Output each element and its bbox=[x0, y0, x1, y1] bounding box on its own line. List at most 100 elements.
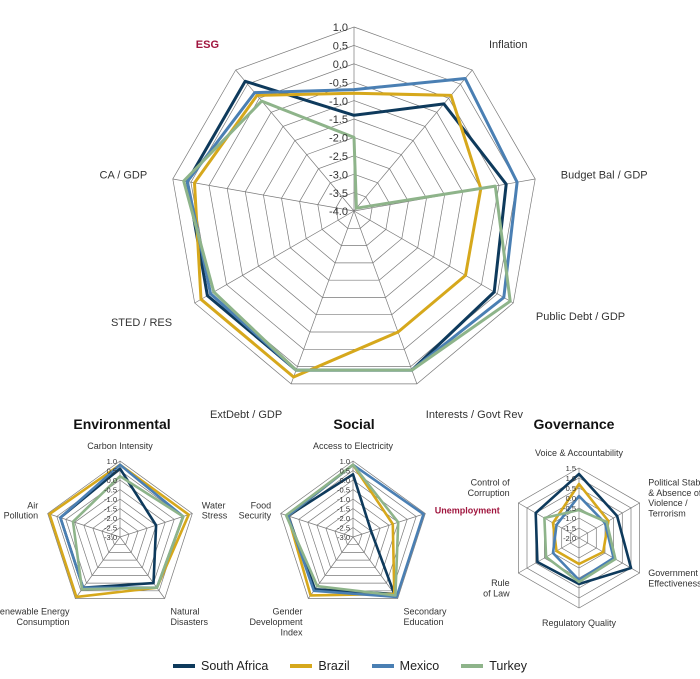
legend-item-south-africa: South Africa bbox=[172, 659, 268, 673]
radar-social-tick-label: -1.5 bbox=[337, 504, 350, 513]
radar-environmental-series-brazil bbox=[48, 463, 190, 599]
axis-label-line: ESG bbox=[196, 39, 219, 51]
radar-main-spoke bbox=[194, 210, 355, 304]
radar-governance-axis-label-rule-of-law: Rule of Law bbox=[483, 578, 510, 598]
radar-environmental-tick-label: -3.0 bbox=[104, 533, 117, 542]
radar-main-axis-label-sted-res: STED / RES bbox=[111, 317, 172, 329]
radar-social-spoke bbox=[352, 536, 398, 599]
axis-label-line: Carbon Intensity bbox=[87, 441, 153, 451]
radar-environmental-axis-label-renewable-energy-consumption: Renewable Energy Consumption bbox=[0, 607, 70, 627]
radar-social-grid-ring bbox=[307, 489, 399, 576]
legend-swatch-brazil bbox=[290, 664, 313, 668]
radar-social-tick-label: -0.5 bbox=[337, 485, 350, 494]
axis-label-line: Pollution bbox=[4, 511, 39, 521]
axis-label-line: Violence / bbox=[648, 498, 688, 508]
radar-social-spoke bbox=[280, 513, 354, 538]
axis-label-line: Natural bbox=[171, 607, 200, 617]
radar-environmental-grid-ring bbox=[110, 527, 130, 546]
radar-main-grid-ring bbox=[299, 155, 409, 264]
radar-environmental-tick-label: -2.0 bbox=[104, 514, 117, 523]
legend-item-brazil: Brazil bbox=[290, 659, 350, 673]
radar-social-axis-label-secondary-education: Secondary Education bbox=[404, 607, 448, 627]
axis-label-line: Gender bbox=[272, 607, 302, 617]
radar-main-grid-ring bbox=[263, 118, 445, 298]
axis-label-line: Rule bbox=[491, 578, 510, 588]
radar-main-tick-label: -3.5 bbox=[329, 188, 348, 200]
radar-social-spoke bbox=[352, 513, 426, 538]
radar-environmental-tick-label: 0.0 bbox=[107, 476, 117, 485]
radar-main-spoke bbox=[290, 210, 355, 385]
axis-label-line: Public Debt / GDP bbox=[536, 311, 625, 323]
radar-main-tick-label: 0.5 bbox=[333, 41, 348, 53]
axis-label-line: Renewable Energy bbox=[0, 607, 70, 617]
radar-main-grid-ring bbox=[226, 81, 482, 333]
axis-label-line: ExtDebt / GDP bbox=[210, 409, 282, 421]
radar-main-grid-ring bbox=[190, 45, 518, 367]
radar-social-series-mexico bbox=[286, 463, 425, 599]
radar-environmental-tick-label: -0.5 bbox=[104, 485, 117, 494]
radar-environmental-grid-ring bbox=[65, 479, 175, 584]
radar-main-axis-label-budget-bal-gdp: Budget Bal / GDP bbox=[561, 169, 648, 181]
radar-social-grid-ring bbox=[325, 508, 381, 561]
legend-label-brazil: Brazil bbox=[318, 659, 350, 673]
radar-environmental-grid-ring bbox=[74, 489, 166, 576]
radar-main-tick-label: -3.0 bbox=[329, 169, 348, 181]
radar-governance-series-south-africa bbox=[534, 472, 633, 586]
chart-title-environmental: Environmental bbox=[73, 416, 171, 432]
radar-social-series-turkey bbox=[284, 463, 400, 597]
radar-social-axis-label-gender-development-index: Gender Development Index bbox=[249, 607, 303, 638]
radar-environmental-series-turkey bbox=[71, 474, 185, 591]
chart-title-governance: Governance bbox=[533, 416, 615, 432]
radar-main-axis-label-ca-gdp: CA / GDP bbox=[100, 169, 148, 181]
axis-label-line: Government bbox=[648, 568, 698, 578]
radar-governance-axis-label-control-of-corruption: Control of Corruption bbox=[468, 478, 511, 498]
radar-governance-tick-label: -0.5 bbox=[563, 504, 576, 513]
radar-main-spoke bbox=[353, 210, 418, 385]
radar-main-axis-label-extdebt-gdp: ExtDebt / GDP bbox=[210, 409, 282, 421]
radar-environmental-tick-label: 0.5 bbox=[107, 466, 117, 475]
legend-label-mexico: Mexico bbox=[399, 659, 440, 673]
radar-main-spoke bbox=[353, 210, 514, 304]
radar-social-grid-ring bbox=[280, 460, 426, 599]
radar-main-axis-label-interests-govt-rev: Interests / Govt Rev bbox=[426, 409, 524, 421]
radar-governance-tick-label: -2.0 bbox=[563, 534, 576, 543]
radar-environmental-axis-label-natural-disasters: Natural Disasters bbox=[171, 607, 209, 627]
radar-main-tick-label: -2.0 bbox=[329, 133, 348, 145]
axis-label-line: Budget Bal / GDP bbox=[561, 169, 648, 181]
axis-label-line: Food bbox=[251, 500, 272, 510]
radar-governance-tick-label: 1.5 bbox=[566, 464, 576, 473]
axis-label-line: Effectiveness bbox=[648, 578, 700, 588]
axis-label-line: Water bbox=[202, 500, 226, 510]
radar-environmental-axis-label-carbon-intensity: Carbon Intensity bbox=[87, 441, 153, 451]
radar-social-tick-label: -2.0 bbox=[337, 514, 350, 523]
axis-label-line: STED / RES bbox=[111, 317, 172, 329]
radar-governance-series-brazil bbox=[551, 482, 610, 566]
radar-main-tick-label: -2.5 bbox=[329, 151, 348, 163]
radar-governance-axis-label-government-effectiveness: Government Effectiveness bbox=[648, 568, 700, 588]
radar-main-axis-label-esg: ESG bbox=[196, 39, 219, 51]
radar-social-tick-label: 0.0 bbox=[340, 476, 350, 485]
axis-label-line: Disasters bbox=[171, 617, 209, 627]
axis-label-line: of Law bbox=[483, 588, 510, 598]
radar-main-grid-ring bbox=[172, 26, 536, 385]
radar-environmental-tick-label: 1.0 bbox=[107, 457, 117, 466]
radar-social-axis-label-food-security: Food Security bbox=[239, 500, 272, 520]
radar-main-tick-label: -4.0 bbox=[329, 206, 348, 218]
axis-label-line: Interests / Govt Rev bbox=[426, 409, 524, 421]
legend-swatch-south-africa bbox=[172, 664, 195, 668]
legend-label-turkey: Turkey bbox=[489, 659, 527, 673]
axis-label-line: Unemployment bbox=[435, 506, 500, 516]
radar-environmental-axis-label-air-pollution: Air Pollution bbox=[4, 500, 39, 520]
axis-label-line: Regulatory Quality bbox=[542, 618, 617, 628]
radar-governance-tick-label: -1.0 bbox=[563, 514, 576, 523]
radar-governance-axis-label-regulatory-quality: Regulatory Quality bbox=[542, 618, 617, 628]
radar-governance-series-mexico bbox=[551, 494, 615, 582]
radar-social-axis-label-unemployment: Unemployment bbox=[435, 506, 500, 516]
radar-main-grid-ring bbox=[335, 192, 373, 229]
radar-main-tick-label: -1.0 bbox=[329, 96, 348, 108]
radar-main-spoke bbox=[172, 178, 355, 212]
chart-title-social: Social bbox=[333, 416, 375, 432]
radar-social-tick-label: -2.5 bbox=[337, 523, 350, 532]
axis-label-line: Secondary bbox=[404, 607, 448, 617]
radar-main-tick-label: 0.0 bbox=[333, 59, 348, 71]
